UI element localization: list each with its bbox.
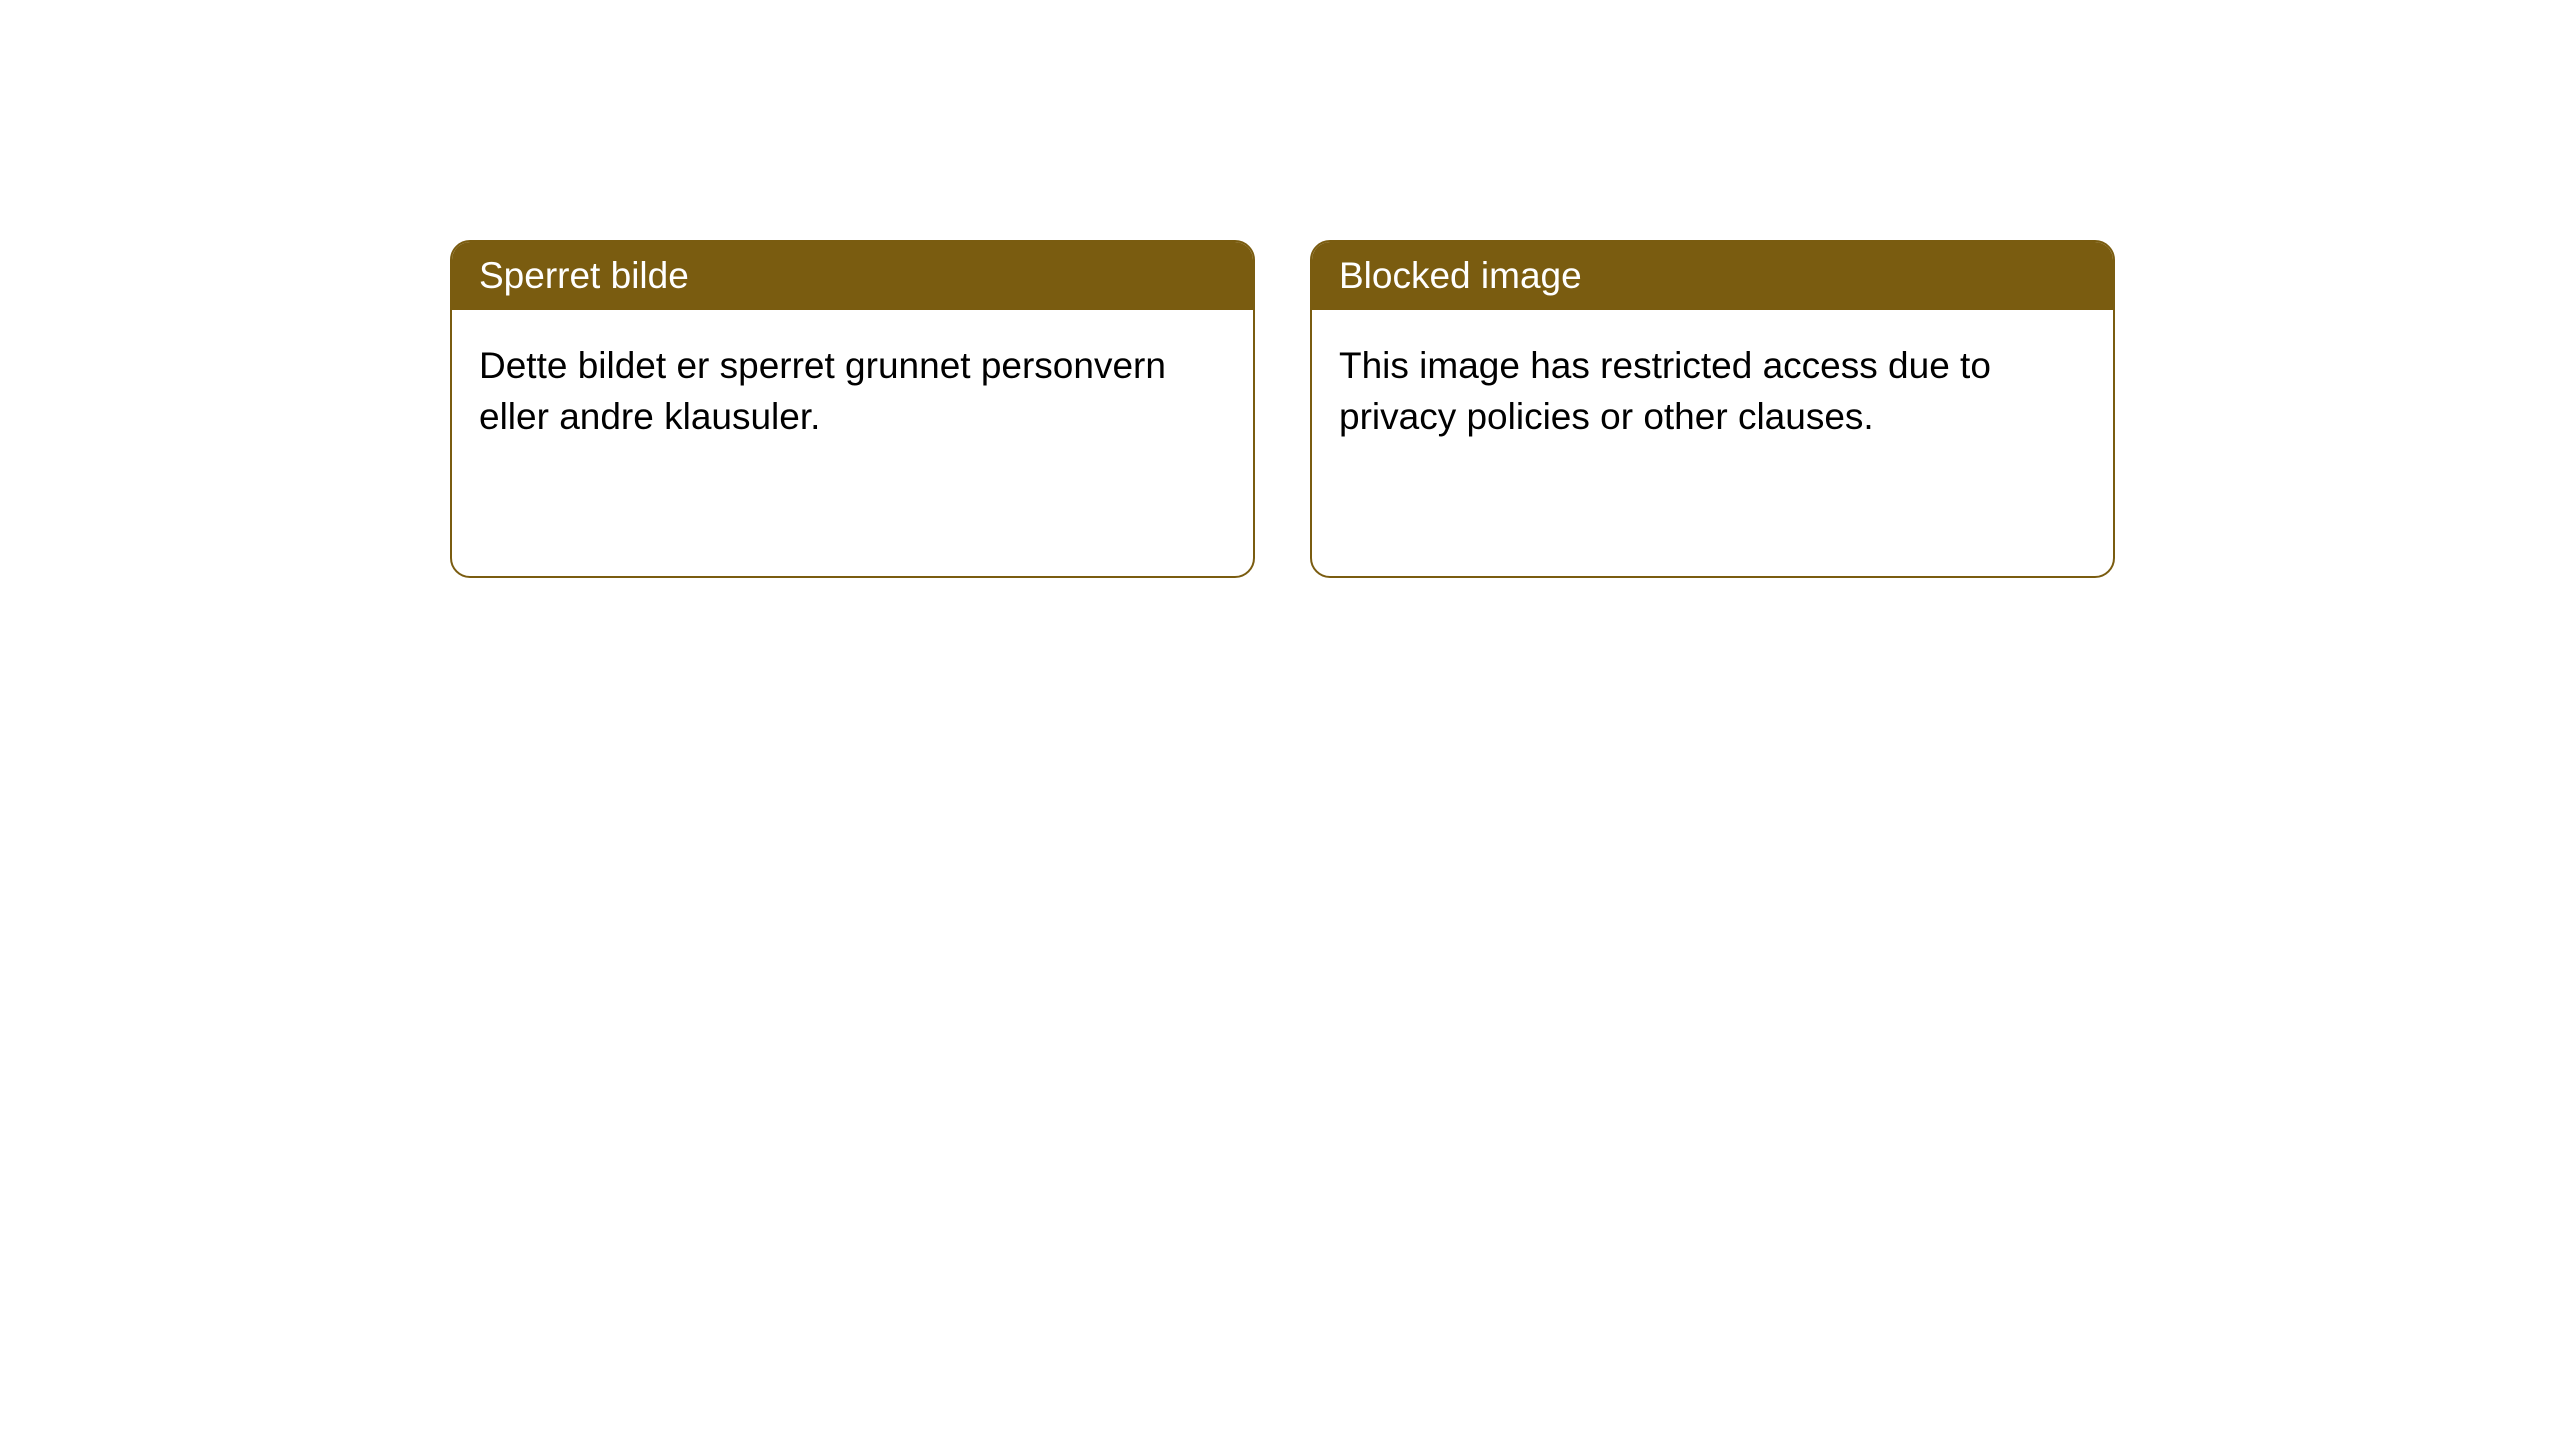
notice-card-body: Dette bildet er sperret grunnet personve… bbox=[452, 310, 1253, 472]
notice-card-body: This image has restricted access due to … bbox=[1312, 310, 2113, 472]
notice-card-title: Blocked image bbox=[1312, 242, 2113, 310]
notice-card-title: Sperret bilde bbox=[452, 242, 1253, 310]
notice-card-no: Sperret bilde Dette bildet er sperret gr… bbox=[450, 240, 1255, 578]
notice-container: Sperret bilde Dette bildet er sperret gr… bbox=[450, 240, 2115, 578]
notice-card-en: Blocked image This image has restricted … bbox=[1310, 240, 2115, 578]
